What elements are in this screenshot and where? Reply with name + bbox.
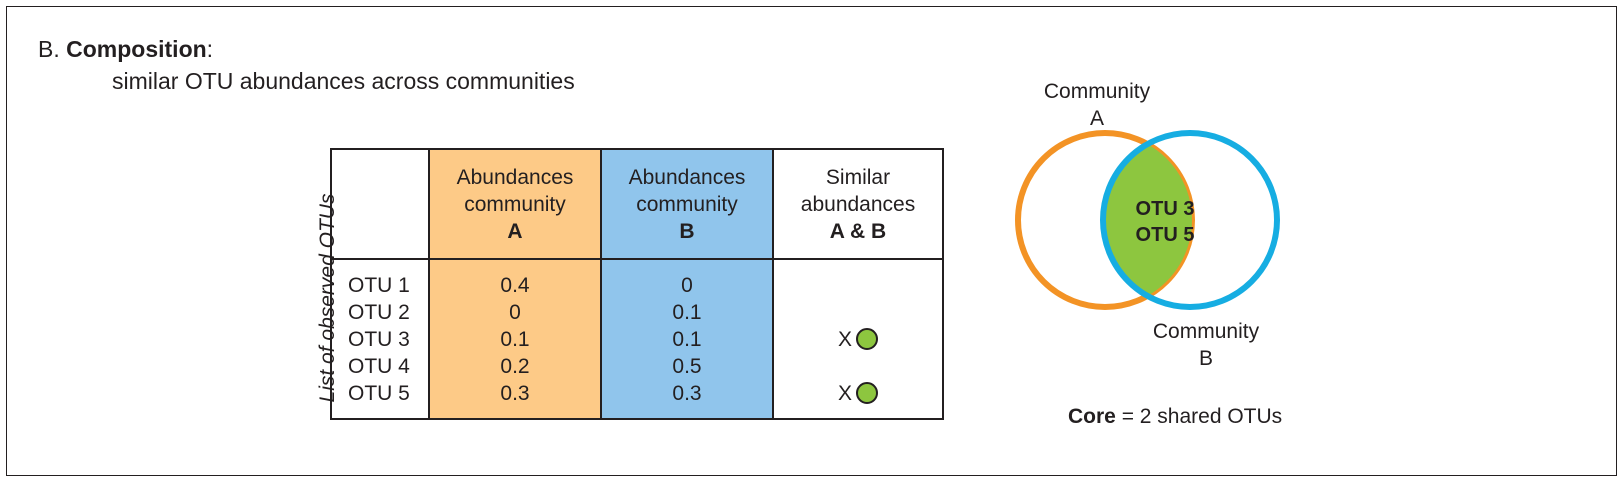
community-a-label-line2: A <box>1089 107 1104 130</box>
abundance-a-value: 0.2 <box>500 354 530 378</box>
abundance-a-value: 0 <box>509 300 521 324</box>
heading-title: Composition <box>66 36 207 62</box>
otu-name: OTU 5 <box>348 381 410 405</box>
similar-mark: X <box>837 327 852 351</box>
abundance-b-value: 0.5 <box>672 354 702 378</box>
abundance-b-value: 0.1 <box>672 300 702 324</box>
abundance-b-value: 0.1 <box>672 327 702 351</box>
header-similar-line3: A & B <box>829 219 887 243</box>
header-a-line3: A <box>507 219 523 243</box>
abundance-a-value: 0.3 <box>500 381 530 405</box>
abundance-a-value: 0.1 <box>500 327 530 351</box>
abundance-b-value: 0 <box>681 273 693 297</box>
panel-frame <box>6 6 1617 476</box>
header-b-line2: community <box>636 192 738 216</box>
header-b-line1: Abundances <box>628 165 746 189</box>
header-a-line1: Abundances <box>456 165 574 189</box>
heading-suffix: : <box>206 36 214 62</box>
abundance-a-value: 0.4 <box>500 273 530 297</box>
header-a-line2: community <box>464 192 566 216</box>
community-a-ring <box>1015 130 1195 310</box>
heading-prefix: B. <box>38 36 67 62</box>
header-similar-line2: abundances <box>800 192 916 216</box>
otu-name: OTU 1 <box>348 273 410 297</box>
core-label: Core <box>1068 405 1116 428</box>
similar-row: X <box>838 326 878 353</box>
panel-subtitle: similar OTU abundances across communitie… <box>112 68 575 94</box>
community-b-label: Community B <box>1148 318 1264 372</box>
abundance-b-value: 0.3 <box>672 381 702 405</box>
community-a-label-line1: Community <box>1043 80 1151 103</box>
shared-otus-list: OTU 3 OTU 5 <box>1110 196 1220 248</box>
shared-otu: OTU 3 <box>1135 198 1195 220</box>
shared-dot-icon <box>856 382 878 404</box>
core-description: = 2 shared OTUs <box>1115 405 1283 428</box>
header-similar-line1: Similar <box>825 165 891 189</box>
otu-name: OTU 4 <box>348 354 410 378</box>
otu-name: OTU 3 <box>348 327 410 351</box>
abundances-a-column: 0.4 0 0.1 0.2 0.3 <box>428 258 602 420</box>
shared-otus-region <box>1103 144 1192 296</box>
header-abundances-b: Abundances community B <box>600 148 774 260</box>
similar-row: X <box>838 380 878 407</box>
panel-heading: B. Composition: <box>38 36 213 63</box>
community-b-ring <box>1100 130 1280 310</box>
otu-name: OTU 2 <box>348 300 410 324</box>
shared-dot-icon <box>856 328 878 350</box>
similar-mark: X <box>837 381 852 405</box>
core-summary: Core = 2 shared OTUs <box>1068 405 1282 429</box>
otu-names-column: OTU 1 OTU 2 OTU 3 OTU 4 OTU 5 <box>330 258 430 420</box>
community-b-label-line1: Community <box>1152 320 1260 343</box>
header-abundances-a: Abundances community A <box>428 148 602 260</box>
community-b-label-line2: B <box>1198 347 1213 370</box>
shared-otu: OTU 5 <box>1135 224 1195 246</box>
community-a-label: Community A <box>1042 78 1152 132</box>
header-b-line3: B <box>679 219 695 243</box>
